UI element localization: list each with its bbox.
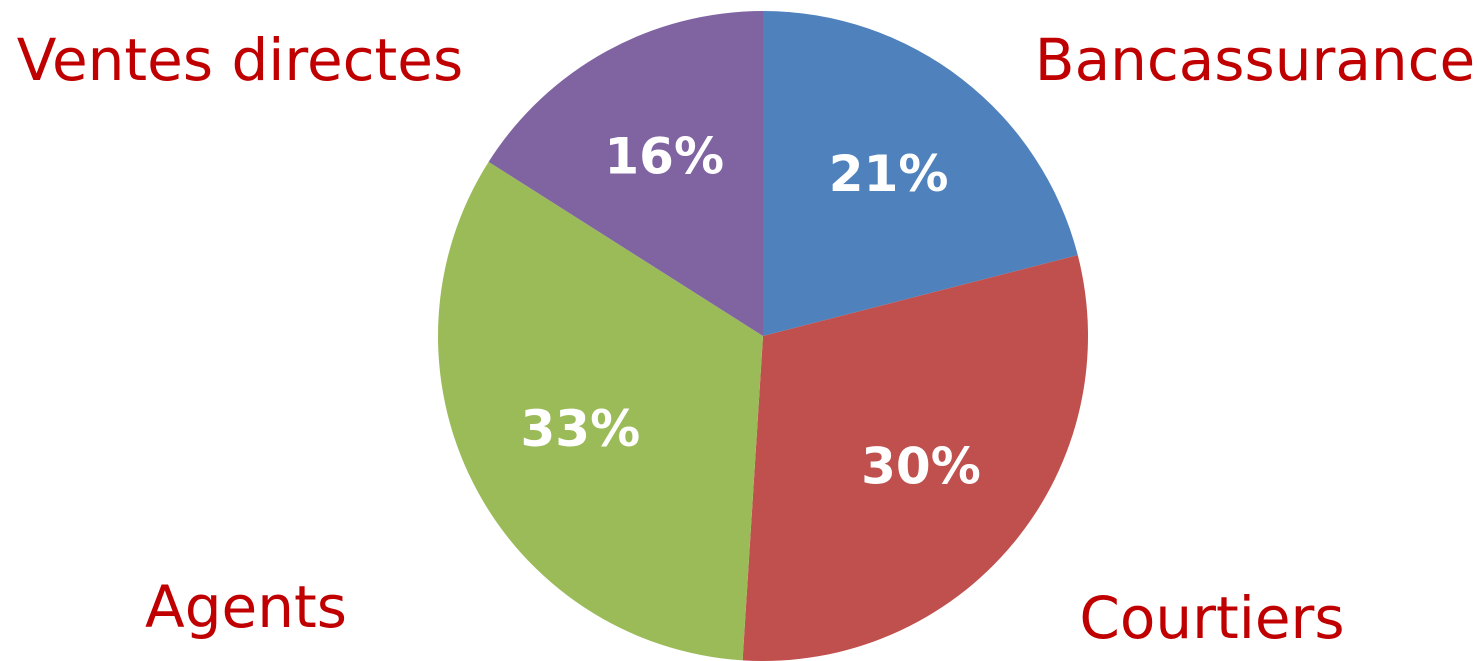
pie-slice-ventes-directes [488,11,763,336]
pie-slices [437,11,1088,661]
pie-value-labels: 21% 30% 33% 16% [520,127,980,495]
pie-category-labels: Bancassurance Courtiers Agents Ventes direc… [17,26,1475,652]
pie-slice-bancassurance [763,11,1078,336]
value-label-bancassurance: 21% [829,145,949,203]
value-label-courtiers: 30% [861,438,981,496]
pie-slice-agents [437,161,763,661]
pie-slice-courtiers [742,255,1088,661]
value-label-agents: 33% [520,400,640,458]
category-label-agents: Agents [145,573,347,641]
category-label-bancassurance: Bancassurance [1035,26,1475,94]
category-label-courtiers: Courtiers [1079,584,1344,652]
category-label-ventes-directes: Ventes directes [17,26,463,94]
value-label-ventes-directes: 16% [604,127,724,185]
